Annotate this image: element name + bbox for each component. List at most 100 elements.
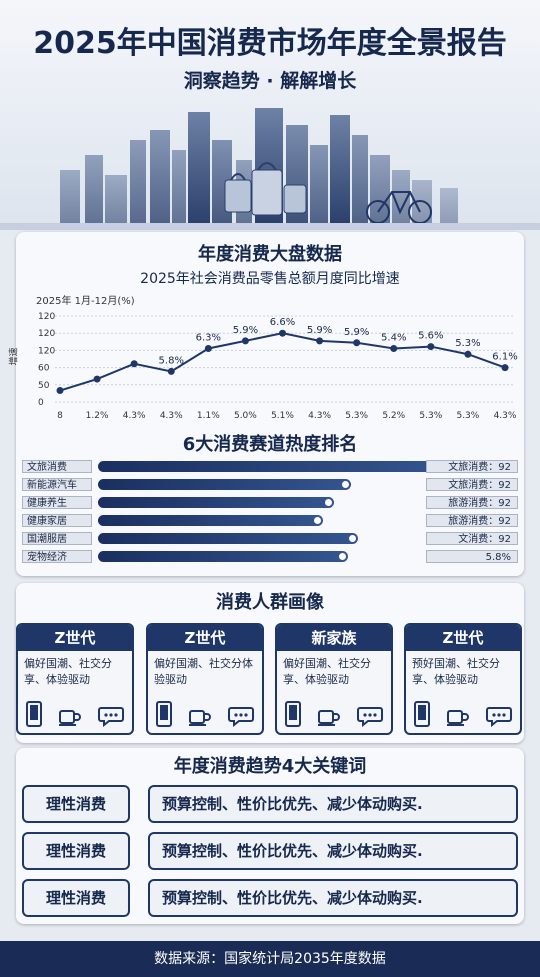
data-point bbox=[353, 339, 361, 347]
persona-card: Z世代偏好国潮、社交分体验驱动 bbox=[146, 623, 264, 735]
x-tick-label: 4.3% bbox=[123, 411, 146, 421]
data-point bbox=[464, 350, 472, 358]
persona-name: Z世代 bbox=[148, 625, 262, 651]
x-tick-label: 4.3% bbox=[160, 411, 183, 421]
x-tick-label: 5.3% bbox=[419, 411, 442, 421]
bar-end-marker bbox=[349, 535, 356, 542]
chart-subtitle: 2025年 1月-12月(%) bbox=[36, 296, 135, 307]
ranking-bar bbox=[98, 497, 334, 508]
data-point bbox=[390, 344, 398, 352]
keyword-description: 预算控制、性价比优先、减少体动购买. bbox=[148, 832, 518, 870]
data-label: 5.9% bbox=[307, 325, 332, 336]
growth-line-chart: 120 120 120 60 50 0 8 1.2% 4.3% 4.3% 1.1% 5.0% 5.1%… bbox=[38, 312, 518, 421]
data-source-footer: 数据来源：国家统计局2035年度数据 bbox=[0, 941, 540, 977]
ranking-row: 健康家居 旅游消费：92 bbox=[22, 514, 518, 527]
ranking-value: 旅游消费：92 bbox=[426, 496, 518, 509]
persona-card: Z世代预好国潮、社交分享、体验驱动 bbox=[404, 623, 522, 735]
x-tick-label: 1.1% bbox=[197, 411, 220, 421]
data-point bbox=[93, 375, 101, 383]
series-line bbox=[59, 332, 506, 392]
ranking-section-title: 6大消费赛道热度排名 bbox=[182, 434, 358, 455]
bar-end-marker bbox=[339, 553, 346, 560]
bar-end-marker bbox=[342, 481, 349, 488]
page-title: 2025年中国消费市场年度全景报告 bbox=[33, 26, 507, 61]
ranking-value: 文旅消费：92 bbox=[426, 478, 518, 491]
phone-icon bbox=[156, 701, 172, 727]
ranking-label: 国潮服居 bbox=[22, 532, 92, 545]
ranking-row: 文旅消费 文旅消费：92 bbox=[22, 460, 518, 473]
persona-name: Z世代 bbox=[406, 625, 520, 651]
coffee-cup-icon bbox=[318, 710, 340, 726]
persona-icons bbox=[148, 701, 262, 727]
keyword-description: 预算控制、性价比优先、减少体动购买. bbox=[148, 879, 518, 917]
data-label: 5.8% bbox=[159, 355, 184, 366]
data-point bbox=[56, 387, 64, 395]
y-tick-label: 120 bbox=[38, 312, 55, 322]
data-label: 5.9% bbox=[344, 327, 369, 338]
persona-card: 新家族偏好国潮、社交分享、体验驱动 bbox=[275, 623, 393, 735]
ranking-label: 健康养生 bbox=[22, 496, 92, 509]
data-label: 6.3% bbox=[196, 332, 221, 343]
chart-y-axis-label: 增速 bbox=[9, 347, 20, 366]
chart-title: 2025年社会消费品零售总额月度同比增速 bbox=[140, 271, 400, 287]
persona-name: 新家族 bbox=[277, 625, 391, 651]
x-tick-label: 4.3% bbox=[308, 411, 331, 421]
y-tick-label: 0 bbox=[38, 398, 44, 408]
data-point bbox=[204, 344, 212, 352]
chat-bubble-icon bbox=[357, 707, 383, 727]
persona-description: 偏好国潮、社交分享、体验驱动 bbox=[283, 657, 371, 686]
x-tick-label: 5.0% bbox=[234, 411, 257, 421]
x-tick-label: 1.2% bbox=[86, 411, 109, 421]
persona-card: Z世代偏好国潮、社交分享、体验驱动 bbox=[16, 623, 134, 735]
persona-description: 预好国潮、社交分享、体验驱动 bbox=[412, 657, 500, 686]
phone-icon bbox=[414, 701, 430, 727]
bar-end-marker bbox=[325, 499, 332, 506]
data-label: 6.1% bbox=[492, 352, 517, 363]
keyword-label: 理性消费 bbox=[22, 785, 130, 823]
ranking-bar bbox=[98, 533, 358, 544]
x-tick-label: 5.3% bbox=[345, 411, 368, 421]
keyword-label: 理性消费 bbox=[22, 832, 130, 870]
chat-bubble-icon bbox=[228, 707, 254, 727]
persona-icons bbox=[18, 701, 132, 727]
coffee-cup-icon bbox=[189, 710, 211, 726]
data-point bbox=[501, 364, 509, 372]
data-point bbox=[316, 337, 324, 345]
data-point bbox=[130, 360, 138, 368]
keyword-label: 理性消费 bbox=[22, 879, 130, 917]
page-subtitle: 洞察趋势 · 解解增长 bbox=[183, 70, 357, 92]
y-tick-label: 50 bbox=[38, 381, 50, 391]
ranking-row: 新能源汽车 文旅消费：92 bbox=[22, 478, 518, 491]
ranking-label: 新能源汽车 bbox=[22, 478, 92, 491]
keyword-row: 理性消费 预算控制、性价比优先、减少体动购买. bbox=[22, 785, 518, 823]
persona-description: 偏好国潮、社交分享、体验驱动 bbox=[24, 657, 112, 686]
bar-end-marker bbox=[314, 517, 321, 524]
ranking-label: 文旅消费 bbox=[22, 460, 92, 473]
ranking-bar bbox=[98, 515, 323, 526]
data-label: 5.4% bbox=[381, 332, 406, 343]
data-point bbox=[241, 337, 249, 345]
ranking-value: 文消费：92 bbox=[426, 532, 518, 545]
ranking-row: 国潮服居 文消费：92 bbox=[22, 532, 518, 545]
persona-icons bbox=[277, 701, 391, 727]
y-tick-label: 60 bbox=[38, 364, 50, 374]
data-point bbox=[279, 329, 286, 337]
phone-icon bbox=[285, 701, 301, 727]
keyword-row: 理性消费 预算控制、性价比优先、减少体动购买. bbox=[22, 879, 518, 917]
personas-section-title: 消费人群画像 bbox=[216, 592, 324, 613]
keyword-row: 理性消费 预算控制、性价比优先、减少体动购买. bbox=[22, 832, 518, 870]
data-point bbox=[427, 343, 435, 351]
x-tick-label: 4.3% bbox=[494, 411, 517, 421]
data-label: 5.9% bbox=[233, 325, 258, 336]
persona-description: 偏好国潮、社交分体验驱动 bbox=[154, 657, 253, 686]
persona-name: Z世代 bbox=[18, 625, 132, 651]
ranking-value: 文旅消费：92 bbox=[426, 460, 518, 473]
ranking-row: 健康养生 旅游消费：92 bbox=[22, 496, 518, 509]
y-tick-label: 120 bbox=[38, 329, 55, 339]
ranking-bar bbox=[98, 479, 351, 490]
ranking-bar bbox=[98, 461, 450, 472]
ranking-value: 旅游消费：92 bbox=[426, 514, 518, 527]
ranking-row: 宠物经济 5.8% bbox=[22, 550, 518, 563]
x-tick-label: 5.2% bbox=[382, 411, 405, 421]
x-tick-label: 5.1% bbox=[271, 411, 294, 421]
